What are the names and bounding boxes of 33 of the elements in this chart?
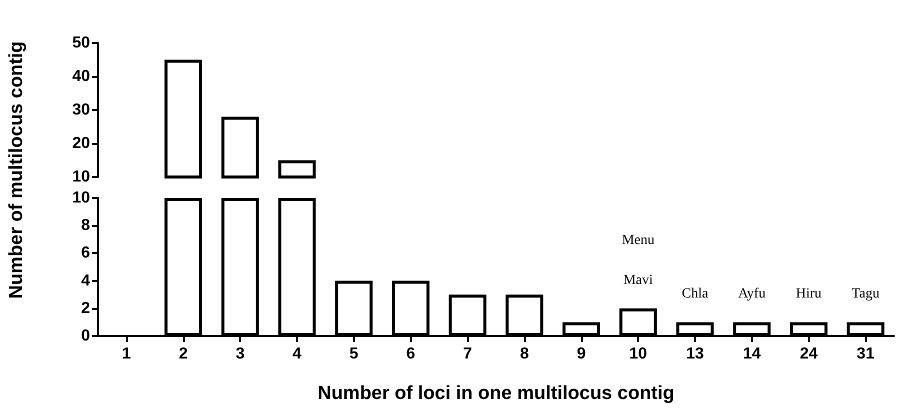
x-tick-label: 5: [349, 346, 358, 362]
x-tick-label: 7: [463, 346, 472, 362]
y-tick-label: 30: [72, 102, 90, 118]
x-tick-label: 13: [686, 346, 704, 362]
annotation: Tagu: [852, 286, 880, 302]
y-tick-label: 8: [81, 217, 90, 234]
annotation: Hiru: [796, 286, 822, 302]
y-tick-label: 10: [72, 190, 90, 206]
y-tick-label: 40: [72, 68, 90, 85]
y-tick-label: 20: [72, 135, 90, 152]
annotation: Chla: [682, 286, 709, 302]
x-tick-label: 31: [856, 346, 875, 362]
y-tick-label: 50: [72, 34, 90, 52]
y-tick-label: 0: [81, 328, 90, 344]
x-tick-label: 2: [178, 346, 188, 362]
y-tick-label: 6: [81, 244, 90, 262]
x-tick-label: 4: [292, 346, 302, 362]
annotation: Ayfu: [738, 286, 766, 302]
annotation: Mavi: [623, 272, 654, 288]
x-tick-label: 9: [576, 346, 586, 362]
x-tick-label: 10: [629, 346, 648, 362]
x-tick-label: 8: [520, 346, 529, 362]
y-tick-label: 10: [72, 168, 90, 186]
y-tick-label: 4: [81, 272, 90, 290]
y-tick-label: 2: [81, 300, 90, 317]
x-tick-label: 14: [742, 346, 761, 362]
x-axis-title: Number of loci in one multilocus contig: [318, 383, 674, 404]
x-tick-label: 6: [406, 346, 416, 362]
x-tick-label: 3: [236, 346, 245, 362]
annotation: Menu: [622, 232, 654, 248]
x-tick-label: 1: [122, 346, 131, 362]
x-tick-label: 24: [800, 346, 818, 362]
y-axis-title: Number of multilocus contig: [6, 41, 28, 299]
